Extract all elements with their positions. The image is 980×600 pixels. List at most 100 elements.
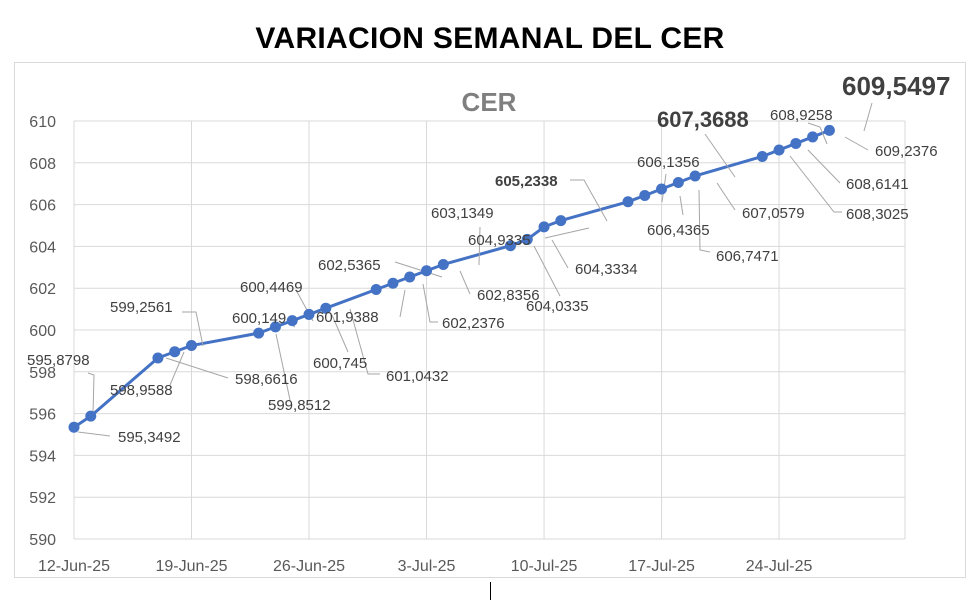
data-label-leader <box>165 357 229 379</box>
data-point-marker <box>269 321 281 333</box>
data-label: 605,2338 <box>495 173 558 190</box>
data-label-leader <box>716 182 736 211</box>
data-label: 604,0335 <box>526 298 589 315</box>
data-label: 602,8356 <box>477 287 540 304</box>
data-point-marker <box>639 189 651 201</box>
data-point-marker <box>807 131 819 143</box>
y-tick-label: 596 <box>29 407 56 424</box>
data-point-marker <box>689 170 701 182</box>
data-point-marker <box>320 302 332 314</box>
data-label: 606,7471 <box>716 248 779 265</box>
chart-title: CER <box>462 87 517 117</box>
data-label-leader <box>169 351 185 386</box>
data-label-leader <box>533 245 561 297</box>
x-tick-label: 19-Jun-25 <box>155 558 227 575</box>
data-point-marker <box>421 265 433 277</box>
data-point-marker <box>303 308 315 320</box>
data-label: 608,6141 <box>846 176 909 193</box>
data-label-leader <box>551 239 569 269</box>
data-label: 603,1349 <box>431 205 494 222</box>
data-label-leader <box>570 179 608 222</box>
data-label-leader <box>704 133 736 178</box>
data-label-leader <box>544 227 590 239</box>
y-tick-label: 602 <box>29 281 56 298</box>
page-title: VARIACION SEMANAL DEL CER <box>255 22 725 55</box>
data-label: 604,9335 <box>468 232 531 249</box>
data-label: 600,745 <box>313 355 367 372</box>
data-label-leader <box>87 372 95 415</box>
data-point-marker <box>672 176 684 188</box>
data-label: 599,2561 <box>110 299 173 316</box>
data-label-leader <box>478 226 481 266</box>
data-label-leader <box>863 102 873 132</box>
data-point-marker <box>504 240 516 252</box>
y-tick-label: 594 <box>29 448 56 465</box>
data-label-leader <box>844 136 869 151</box>
y-tick-label: 600 <box>29 323 56 340</box>
data-label-leader <box>275 333 291 401</box>
data-point-marker <box>756 150 768 162</box>
data-label: 600,4469 <box>240 279 303 296</box>
data-label-leader <box>422 283 438 323</box>
data-point-marker <box>521 233 533 245</box>
data-point-marker <box>152 352 164 364</box>
data-label-leader <box>789 155 842 213</box>
data-label-leader <box>459 270 471 295</box>
data-label: 595,3492 <box>118 429 181 446</box>
data-point-marker <box>186 340 198 352</box>
series-line <box>73 129 830 429</box>
data-point-marker <box>538 221 550 233</box>
data-point-marker <box>790 137 802 149</box>
data-label-leader <box>399 289 406 318</box>
data-label: 598,9588 <box>110 382 173 399</box>
data-label-leader <box>331 314 349 353</box>
data-label-leader <box>698 189 711 253</box>
y-tick-label: 610 <box>29 114 56 131</box>
text-cursor-line <box>490 582 491 600</box>
chart-frame <box>14 62 966 578</box>
data-point-marker <box>387 277 399 289</box>
y-tick-label: 604 <box>29 239 56 256</box>
data-point-marker <box>555 215 567 227</box>
data-point-marker <box>169 346 181 358</box>
data-point-marker <box>823 124 835 136</box>
data-point-marker <box>253 327 265 339</box>
data-label: 601,0432 <box>386 368 449 385</box>
data-label: 602,2376 <box>442 315 505 332</box>
data-label: 608,3025 <box>846 206 909 223</box>
y-tick-label: 592 <box>29 490 56 507</box>
x-tick-label: 24-Jul-25 <box>746 558 813 575</box>
x-tick-label: 26-Jun-25 <box>273 558 345 575</box>
data-label: 606,1356 <box>637 154 700 171</box>
data-label-leader <box>77 431 111 437</box>
data-label: 595,8798 <box>27 352 90 369</box>
data-label: 601,9388 <box>316 309 379 326</box>
y-tick-label: 590 <box>29 532 56 549</box>
data-point-marker <box>370 283 382 295</box>
data-label: 609,2376 <box>875 143 938 160</box>
x-tick-label: 17-Jul-25 <box>628 558 695 575</box>
data-label: 602,5365 <box>318 257 381 274</box>
data-point-marker <box>85 410 97 422</box>
data-label: 604,3334 <box>575 261 638 278</box>
data-point-marker <box>437 258 449 270</box>
data-label: 608,9258 <box>770 107 833 124</box>
x-tick-label: 10-Jul-25 <box>511 558 578 575</box>
y-tick-label: 608 <box>29 156 56 173</box>
data-label: 606,4365 <box>647 222 710 239</box>
data-label-leader <box>349 308 380 375</box>
x-tick-label: 12-Jun-25 <box>38 558 110 575</box>
data-label-leader <box>679 195 684 216</box>
data-label-leader <box>807 149 841 184</box>
data-label: 600,149 <box>232 310 286 327</box>
data-point-marker <box>286 315 298 327</box>
data-point-marker <box>68 421 80 433</box>
data-point-marker <box>622 196 634 208</box>
data-label-leader <box>394 261 443 278</box>
data-label: 599,8512 <box>268 397 331 414</box>
y-tick-label: 598 <box>29 365 56 382</box>
data-point-marker <box>656 183 668 195</box>
data-label: 598,6616 <box>235 371 298 388</box>
y-tick-label: 606 <box>29 198 56 215</box>
